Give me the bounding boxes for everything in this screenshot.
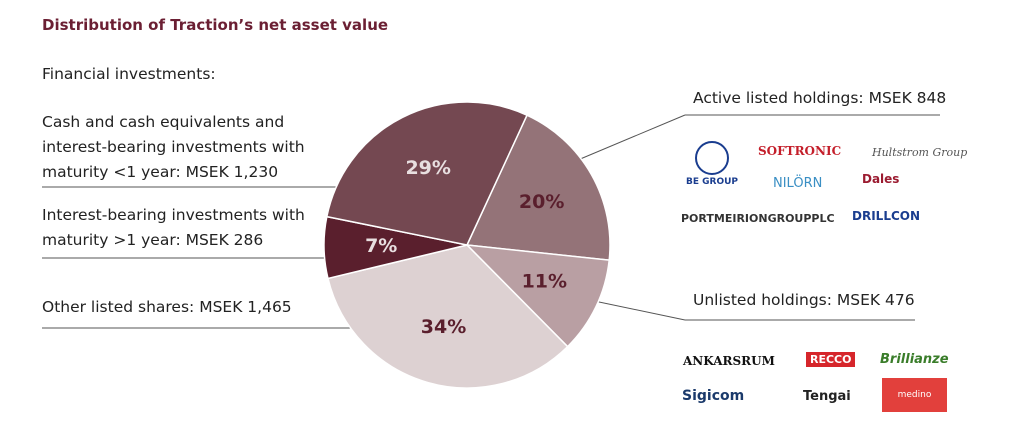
slice-label: 29%	[405, 157, 450, 179]
logo: ANKARSRUM	[683, 354, 775, 368]
logo: NILÖRN	[773, 176, 823, 191]
slice-label: 20%	[519, 191, 564, 213]
logo: Hultstrom Group	[872, 146, 968, 159]
slice-label: 11%	[522, 271, 567, 293]
logo: DRILLCON	[852, 209, 921, 223]
logo: Tengai	[803, 389, 851, 404]
annotation: Active listed holdings: MSEK 848	[693, 89, 947, 107]
pie-slice	[327, 244, 569, 389]
chart-title: Distribution of Traction’s net asset val…	[42, 16, 389, 34]
annotation: Interest-bearing investments with maturi…	[42, 206, 305, 249]
annotation: Other listed shares: MSEK 1,465	[42, 298, 292, 316]
logo: medino	[882, 378, 947, 412]
logo-text: BE GROUP	[686, 177, 739, 187]
pie-slice	[465, 114, 611, 261]
logo: PORTMEIRIONGROUPPLC	[681, 212, 835, 225]
leader-line	[565, 114, 686, 166]
annotation: Cash and cash equivalents and interest-b…	[42, 113, 305, 181]
logo: Dales	[862, 172, 900, 186]
logo: SOFTRONIC	[758, 144, 842, 158]
logo: Sigicom	[682, 388, 745, 404]
logo: RECCO	[806, 352, 856, 367]
heading: Financial investments:	[42, 65, 216, 83]
slice-label: 7%	[365, 235, 397, 257]
slice-label: 34%	[421, 316, 466, 338]
pie-slice	[464, 244, 611, 348]
annotation: Unlisted holdings: MSEK 476	[693, 291, 915, 309]
logo: BE GROUP	[686, 141, 738, 187]
logo: Brillianze	[880, 352, 949, 367]
pie-slice	[325, 101, 528, 246]
